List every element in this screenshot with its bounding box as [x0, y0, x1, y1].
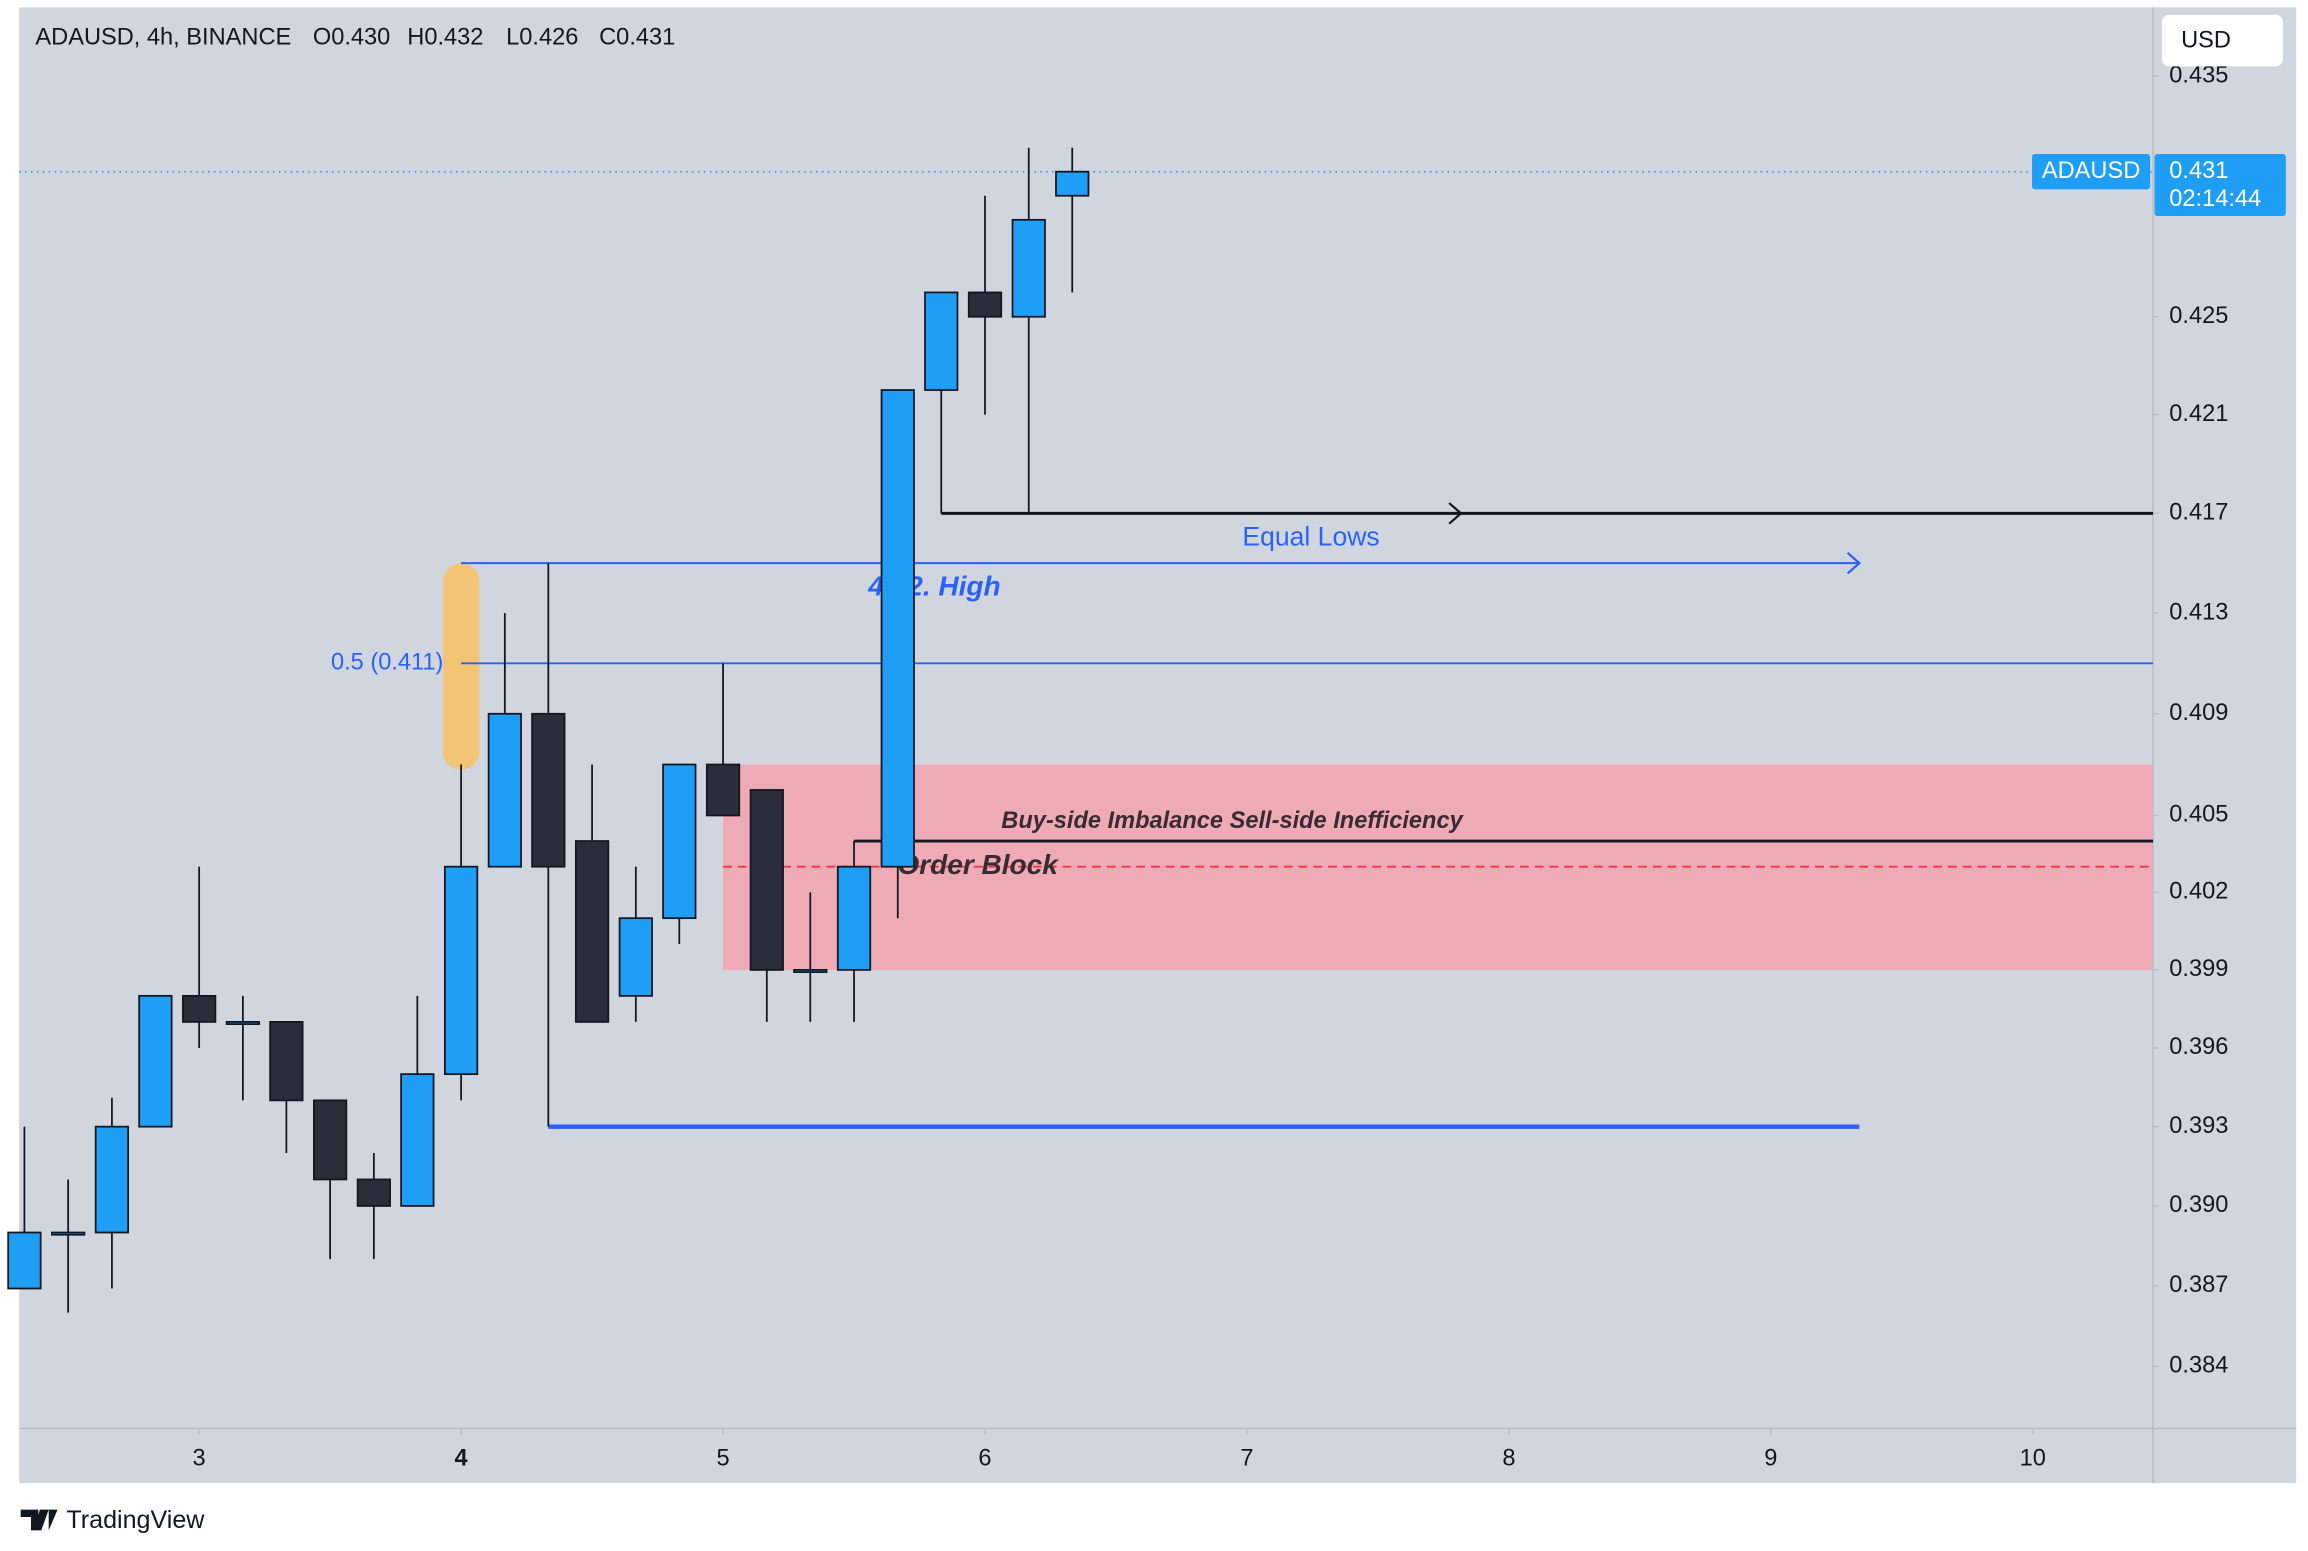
x-tick-label: 8: [1502, 1446, 1515, 1472]
y-tick-label: 0.399: [2169, 956, 2228, 982]
candle-body: [182, 994, 217, 1023]
x-tick-label: 3: [193, 1446, 206, 1472]
symbol-label-box: [2032, 153, 2151, 190]
annotation-label: Buy-side Imbalance Sell-side Inefficienc…: [1001, 808, 1464, 834]
currency-button-label[interactable]: USD: [2181, 28, 2231, 54]
candle-body: [487, 712, 522, 868]
candle-body: [269, 1021, 304, 1102]
annotation-label: Order Block: [897, 849, 1059, 880]
symbol-info: ADAUSD, 4h, BINANCE: [35, 25, 291, 51]
y-tick-label: 0.405: [2169, 802, 2228, 828]
arrow-head: [1846, 551, 1862, 575]
candle-body: [880, 389, 915, 868]
annotation-label: Equal Lows: [1242, 521, 1379, 551]
y-tick-label: 0.417: [2169, 500, 2228, 526]
brand: TradingView: [20, 1506, 205, 1534]
brand-logo: [20, 1509, 58, 1531]
x-tick-label: 4: [455, 1446, 468, 1472]
y-tick-label: 0.384: [2169, 1353, 2228, 1379]
chart-background: [19, 7, 2297, 1484]
candle-body: [225, 1021, 261, 1025]
last-price-label: 0.431: [2169, 158, 2228, 184]
close-value: C0.431: [599, 25, 675, 51]
candle-body: [924, 291, 959, 391]
y-tick-label: 0.425: [2169, 303, 2228, 329]
candle-body: [705, 763, 741, 817]
candle-body: [967, 291, 1003, 318]
y-tick-label: 0.409: [2169, 700, 2228, 726]
candle-body: [618, 917, 653, 997]
candle-body: [7, 1231, 42, 1290]
y-tick-label: 0.402: [2169, 879, 2228, 905]
candle-body: [531, 712, 566, 868]
candle-body: [138, 994, 173, 1128]
x-tick-label: 5: [716, 1446, 729, 1472]
candle-body: [574, 840, 610, 1023]
y-tick-label: 0.421: [2169, 401, 2228, 427]
zone: [442, 563, 480, 770]
candle-body: [662, 763, 697, 920]
candle-body: [400, 1073, 435, 1207]
candle-body: [94, 1125, 130, 1234]
last-price-box: [2154, 153, 2286, 216]
y-tick-label: 0.435: [2169, 62, 2228, 88]
candle-body: [356, 1178, 391, 1207]
annotation-label: 0.5 (0.411): [331, 650, 443, 676]
y-tick-label: 0.413: [2169, 599, 2228, 625]
high-value: H0.432: [407, 25, 483, 51]
arrow-head: [1448, 502, 1463, 525]
candle-body: [836, 865, 872, 971]
countdown: 02:14:44: [2169, 186, 2261, 212]
open-value: O0.430: [313, 25, 390, 51]
x-tick-label: 7: [1240, 1446, 1253, 1472]
y-tick-label: 0.396: [2169, 1034, 2228, 1060]
y-tick-label: 0.390: [2169, 1192, 2228, 1218]
y-tick-label: 0.387: [2169, 1272, 2228, 1298]
candle-body: [793, 969, 828, 973]
candle-body: [313, 1099, 348, 1181]
candle-body: [1011, 218, 1046, 318]
currency-button[interactable]: [2161, 14, 2283, 67]
brand-name: TradingView: [66, 1506, 205, 1534]
candle-body: [749, 789, 784, 971]
y-tick-label: 0.393: [2169, 1113, 2228, 1139]
x-tick-label: 6: [978, 1446, 991, 1472]
x-tick-label: 9: [1764, 1446, 1777, 1472]
candle-body: [51, 1231, 86, 1236]
symbol-label: ADAUSD: [2042, 158, 2140, 184]
candle-body: [443, 865, 479, 1076]
candle-body: [1055, 170, 1090, 197]
header: ADAUSD, 4h, BINANCE O0.430 H0.432 L0.426…: [35, 25, 675, 51]
low-value: L0.426: [506, 25, 578, 51]
x-tick-label: 10: [2020, 1446, 2046, 1472]
